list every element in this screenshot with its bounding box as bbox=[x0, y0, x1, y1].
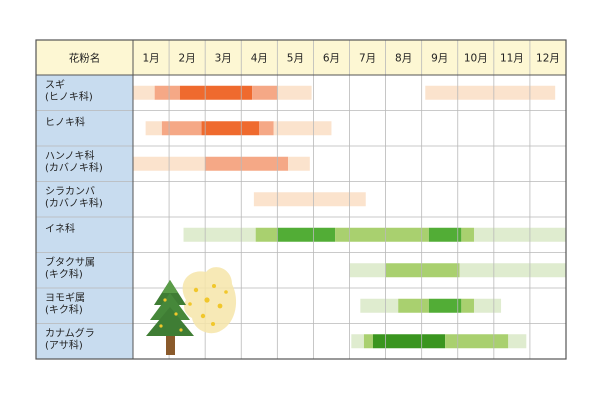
month-label: 8月 bbox=[395, 53, 412, 65]
pollen-name-label: スギ bbox=[45, 79, 65, 91]
pollen-bar-segment bbox=[351, 334, 364, 349]
pollen-bar-segment bbox=[253, 192, 366, 207]
tree-pollen-illustration-icon bbox=[146, 267, 237, 355]
header-label: 花粉名 bbox=[69, 52, 101, 65]
pollen-bar-segment bbox=[428, 227, 462, 242]
pollen-bar-segment bbox=[385, 263, 460, 278]
pollen-bar-segment bbox=[428, 298, 462, 313]
pollen-name-label: (ヒノキ科) bbox=[45, 90, 93, 103]
pollen-bar-segment bbox=[360, 298, 399, 313]
pollen-name-label: イネ科 bbox=[45, 222, 75, 235]
month-label: 7月 bbox=[359, 53, 376, 65]
pollen-bar-segment bbox=[145, 121, 162, 136]
pollen-bar-segment bbox=[445, 334, 509, 349]
pollen-bar-segment bbox=[161, 121, 202, 136]
pollen-bar-segment bbox=[273, 121, 332, 136]
pollen-bar-segment bbox=[179, 85, 253, 100]
month-label: 1月 bbox=[142, 53, 159, 65]
pollen-name-label: (カバノキ科) bbox=[45, 161, 103, 174]
pollen-bar-segment bbox=[508, 334, 527, 349]
pollen-bar-segment bbox=[259, 121, 274, 136]
month-label: 4月 bbox=[251, 53, 268, 65]
pollen-name-label: ヨモギ属 bbox=[45, 292, 85, 304]
month-label: 6月 bbox=[323, 53, 340, 65]
pollen-name-label: ブタクサ属 bbox=[45, 256, 95, 269]
month-label: 9月 bbox=[431, 53, 448, 65]
grid-layer bbox=[35, 39, 567, 360]
pollen-bar-segment bbox=[459, 263, 566, 278]
pollen-bar-segment bbox=[252, 85, 278, 100]
pollen-bar-segment bbox=[363, 334, 373, 349]
pollen-bar-segment bbox=[277, 85, 312, 100]
pollen-bar-segment bbox=[425, 85, 556, 100]
pollen-name-label: ハンノキ科 bbox=[45, 149, 95, 162]
pollen-bar-segment bbox=[154, 85, 180, 100]
pollen-name-label: (カバノキ科) bbox=[45, 197, 103, 210]
pollen-bar-segment bbox=[372, 334, 446, 349]
pollen-name-label: (キク科) bbox=[45, 268, 83, 281]
pollen-name-label: (アサ科) bbox=[45, 339, 83, 352]
pollen-bar-segment bbox=[461, 298, 474, 313]
pollen-bar-segment bbox=[461, 227, 474, 242]
month-label: 12月 bbox=[536, 53, 560, 65]
pollen-bar-segment bbox=[201, 121, 260, 136]
month-label: 2月 bbox=[179, 53, 196, 65]
pollen-bar-segment bbox=[473, 227, 566, 242]
pollen-name-label: ヒノキ科 bbox=[45, 116, 85, 129]
pollen-bar-segment bbox=[277, 227, 336, 242]
pollen-bar-segment bbox=[133, 85, 155, 100]
pollen-bar-segment bbox=[335, 227, 429, 242]
month-label: 3月 bbox=[215, 53, 232, 65]
month-label: 11月 bbox=[500, 53, 524, 65]
pollen-bar-segment bbox=[398, 298, 429, 313]
pollen-name-label: カナムグラ bbox=[45, 327, 95, 340]
pollen-bar-segment bbox=[473, 298, 502, 313]
pollen-bar-segment bbox=[183, 227, 256, 242]
header-row-bg bbox=[36, 40, 566, 75]
month-label: 5月 bbox=[287, 53, 304, 65]
pollen-bar-segment bbox=[349, 263, 386, 278]
pollen-name-label: シラカンバ bbox=[45, 186, 95, 198]
pollen-name-label: (キク科) bbox=[45, 303, 83, 316]
chart-border bbox=[35, 39, 567, 360]
pollen-bar-segment bbox=[288, 156, 310, 171]
pollen-bar-segment bbox=[205, 156, 289, 171]
month-label: 10月 bbox=[464, 53, 488, 65]
pollen-bar-segment bbox=[255, 227, 278, 242]
